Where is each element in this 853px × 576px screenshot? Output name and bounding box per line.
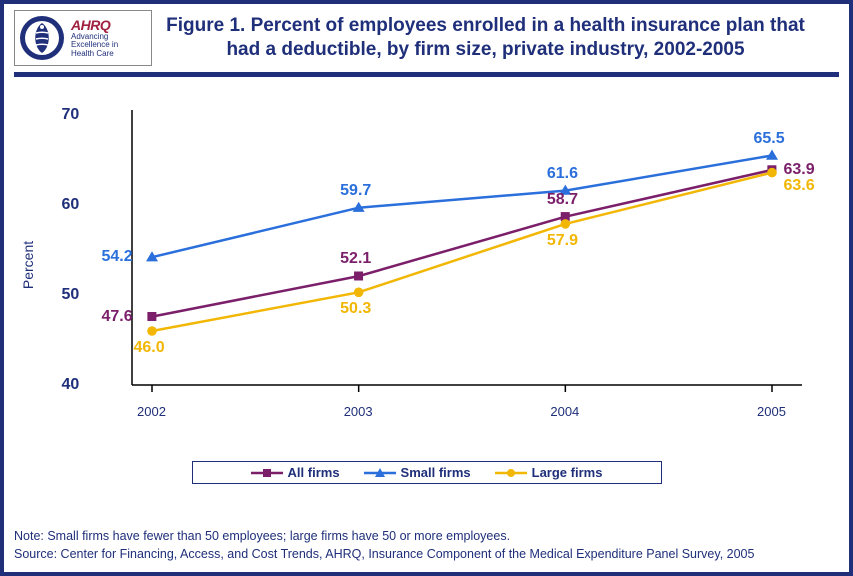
- data-point-label: 57.9: [547, 232, 578, 250]
- data-point-label: 59.7: [340, 182, 371, 200]
- data-point-label: 65.5: [754, 130, 785, 148]
- header-divider: [14, 72, 839, 77]
- data-point-label: 52.1: [340, 250, 371, 268]
- legend-label: All firms: [288, 465, 340, 480]
- x-tick-label: 2005: [757, 404, 786, 419]
- x-tick-label: 2003: [344, 404, 373, 419]
- y-axis-label: Percent: [20, 241, 36, 289]
- data-point-label: 47.6: [102, 308, 133, 326]
- legend-item: Large firms: [495, 465, 603, 480]
- ahrq-brand-text: AHRQ: [71, 18, 145, 33]
- legend-item: All firms: [251, 465, 340, 480]
- x-tick-label: 2002: [137, 404, 166, 419]
- data-point-label: 50.3: [340, 300, 371, 318]
- legend: All firms Small firms Large firms: [192, 461, 662, 484]
- data-point-label: 63.6: [784, 177, 815, 195]
- y-tick-label: 70: [62, 106, 80, 124]
- legend-swatch-icon: [251, 467, 283, 479]
- legend-swatch-icon: [364, 467, 396, 479]
- footnotes: Note: Small firms have fewer than 50 emp…: [14, 527, 839, 565]
- footnote-source: Source: Center for Financing, Access, an…: [14, 545, 839, 564]
- header: AHRQ Advancing Excellence in Health Care…: [4, 4, 849, 66]
- x-tick-label: 2004: [550, 404, 579, 419]
- logo-block: AHRQ Advancing Excellence in Health Care: [14, 10, 152, 66]
- chart-title: Figure 1. Percent of employees enrolled …: [152, 10, 839, 62]
- data-point-label: 54.2: [102, 248, 133, 266]
- legend-label: Small firms: [401, 465, 471, 480]
- footnote-note: Note: Small firms have fewer than 50 emp…: [14, 527, 839, 546]
- chart-frame: AHRQ Advancing Excellence in Health Care…: [0, 0, 853, 576]
- ahrq-tagline-3: Health Care: [71, 50, 145, 58]
- ahrq-logo: AHRQ Advancing Excellence in Health Care: [71, 15, 145, 61]
- plot-area: Percent 40506070200220032004200547.652.1…: [42, 105, 812, 425]
- legend-swatch-icon: [495, 467, 527, 479]
- y-tick-label: 50: [62, 286, 80, 304]
- data-point-label: 61.6: [547, 165, 578, 183]
- y-tick-label: 60: [62, 196, 80, 214]
- legend-item: Small firms: [364, 465, 471, 480]
- data-point-label: 58.7: [547, 191, 578, 209]
- hhs-seal-icon: [19, 15, 65, 61]
- y-tick-label: 40: [62, 376, 80, 394]
- data-point-label: 46.0: [134, 339, 165, 357]
- legend-label: Large firms: [532, 465, 603, 480]
- line-chart: [102, 105, 802, 395]
